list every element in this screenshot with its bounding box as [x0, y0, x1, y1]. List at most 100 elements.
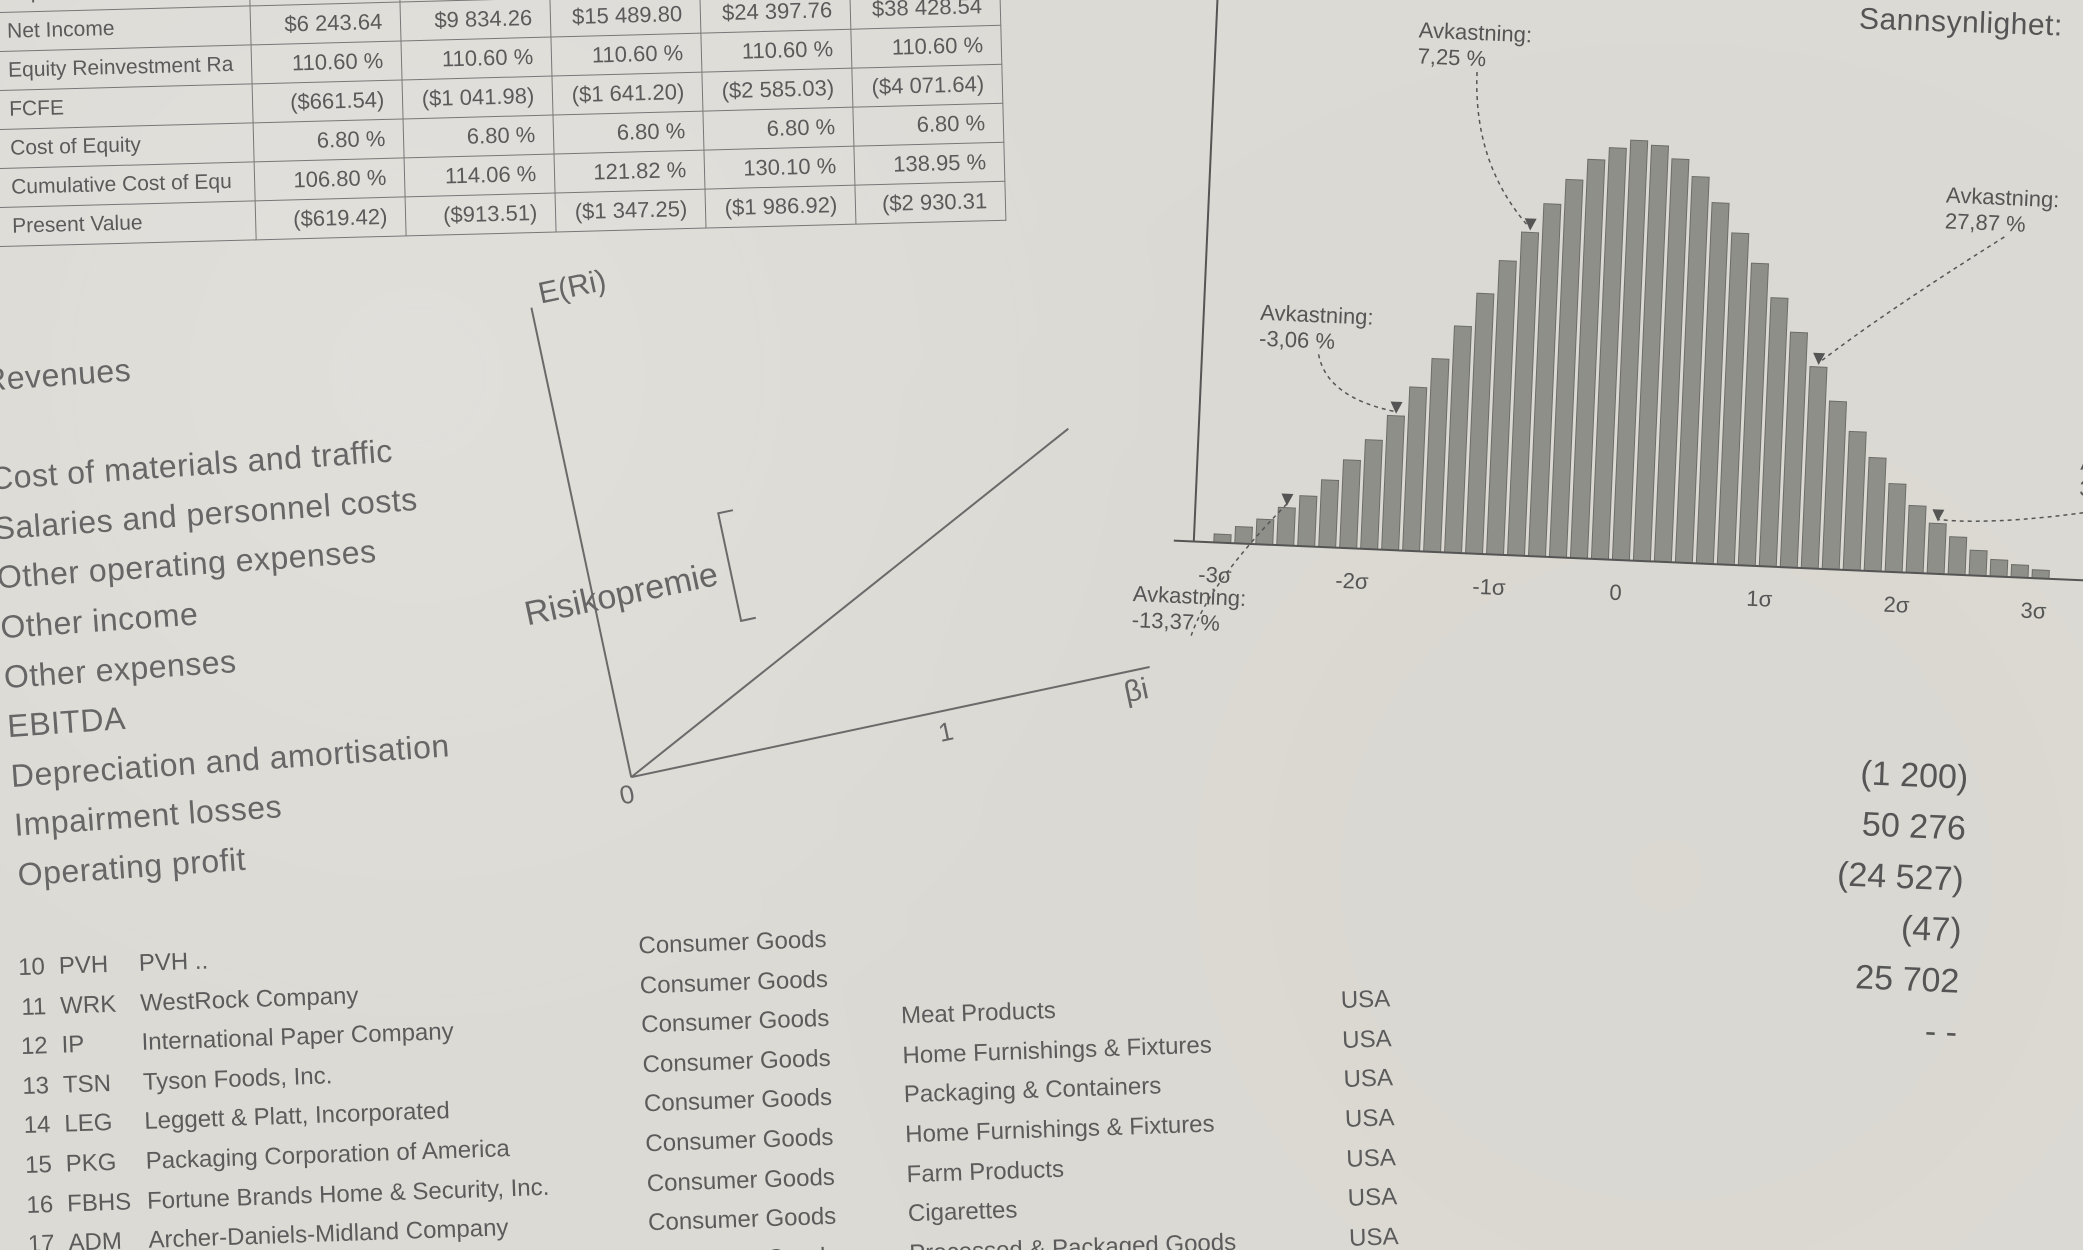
- company-ticker: FBHS: [66, 1181, 147, 1223]
- hist-bar: [1927, 523, 1946, 574]
- table-cell: ($619.42): [255, 197, 406, 240]
- company-list: 10PVHPVH ..Consumer Goods11WRKWestRock C…: [0, 899, 1430, 1250]
- hist-x-tick: 0: [1609, 580, 1622, 606]
- company-country: [1338, 926, 1418, 929]
- company-country: USA: [1347, 1176, 1428, 1218]
- table-cell: 114.06 %: [404, 154, 555, 197]
- table-cell: $38 428.54: [850, 0, 1001, 29]
- fin-table-body: Expected Growth Rate57.51 %57.51 %57.51 …: [0, 0, 1006, 247]
- hist-annotation-value: 27,87 %: [1944, 208, 2026, 236]
- table-cell: 130.10 %: [704, 146, 855, 189]
- company-industry: [900, 968, 1340, 983]
- number-line: 25 702: [1832, 951, 1961, 1007]
- company-index: 15: [1, 1145, 52, 1186]
- company-index: 12: [0, 1026, 48, 1067]
- table-cell: ($2 585.03): [702, 68, 853, 111]
- number-line: (24 527): [1836, 849, 1965, 905]
- hist-x-tick: -2σ: [1335, 568, 1370, 594]
- table-cell: ($913.51): [405, 193, 556, 236]
- number-line: (1 200): [1841, 747, 1970, 803]
- hist-bar: [1885, 484, 1906, 573]
- company-index: 11: [0, 986, 47, 1027]
- hist-annotation-value: -13,37 %: [1131, 607, 1220, 636]
- company-index: 14: [0, 1105, 51, 1146]
- number-line: - -: [1830, 1002, 1959, 1058]
- table-cell: 6.80 %: [853, 103, 1004, 146]
- table-cell: 110.60 %: [551, 33, 702, 76]
- company-country: USA: [1348, 1215, 1429, 1250]
- table-cell: 106.80 %: [254, 158, 405, 201]
- expense-list: Revenues Cost of materials and trafficSa…: [0, 325, 458, 900]
- company-ticker: IP: [61, 1023, 142, 1065]
- capm-y-label: E(Ri): [535, 264, 609, 310]
- hist-bar: [1319, 480, 1339, 548]
- table-cell: $24 397.76: [700, 0, 851, 33]
- hist-annotation-value: -3,06 %: [1259, 326, 1336, 354]
- hist-x-tick: 3σ: [2020, 598, 2047, 624]
- capm-risikopremie: Risikopremie: [521, 555, 721, 633]
- company-ticker: WRK: [60, 983, 141, 1025]
- hist-bar: [1403, 387, 1427, 551]
- company-country: USA: [1340, 978, 1421, 1020]
- hist-annotation-value: 7,25 %: [1417, 43, 1487, 71]
- hist-bar: [1340, 460, 1361, 549]
- hist-x-tick: 1σ: [1746, 586, 1773, 612]
- table-cell: 110.60 %: [251, 41, 402, 84]
- table-cell: 138.95 %: [854, 142, 1005, 185]
- number-line: 50 276: [1839, 798, 1968, 854]
- company-ticker: TSN: [62, 1062, 143, 1104]
- table-cell: ($661.54): [252, 80, 403, 123]
- number-line: (47): [1834, 900, 1963, 956]
- hist-annotation-leader: [1316, 354, 1398, 411]
- sannsynlighet-header: Sannsynlighet:: [1859, 2, 2064, 43]
- table-cell: ($4 071.64): [852, 64, 1003, 107]
- hist-x-tick: -1σ: [1472, 574, 1507, 600]
- hist-annotation-leader: [1819, 229, 2005, 371]
- hist-bar: [2011, 565, 2029, 578]
- company-ticker: PVH: [58, 944, 139, 986]
- table-cell: 110.60 %: [851, 25, 1002, 68]
- hist-x-tick: 2σ: [1883, 592, 1910, 618]
- hist-bar: [1969, 550, 1987, 576]
- row-label: Present Value: [0, 201, 256, 247]
- company-industry: [899, 929, 1339, 944]
- table-cell: ($1 347.25): [555, 189, 706, 232]
- table-cell: 121.82 %: [554, 150, 705, 193]
- company-country: USA: [1342, 1018, 1423, 1060]
- hist-bar: [1382, 415, 1405, 550]
- hist-annotation-label: Avkastning:: [1132, 581, 1246, 611]
- table-cell: 6.80 %: [403, 115, 554, 158]
- hist-annotation-value: 38,18: [2079, 476, 2083, 503]
- company-index: 17: [4, 1224, 55, 1250]
- hist-bar: [1843, 431, 1866, 570]
- company-country: [1340, 965, 1420, 968]
- company-ticker: LEG: [64, 1102, 145, 1144]
- hist-bar: [1298, 496, 1317, 547]
- table-cell: 110.60 %: [701, 29, 852, 72]
- hist-annotation-label: Avkastning:: [1946, 182, 2060, 212]
- hist-annotation-leader: [1938, 496, 2083, 529]
- company-country: USA: [1343, 1057, 1424, 1099]
- table-cell: 6.80 %: [553, 111, 704, 154]
- hist-bar: [1361, 440, 1383, 550]
- company-country: USA: [1344, 1097, 1425, 1139]
- hist-bar: [1906, 505, 1926, 573]
- right-number-column: (1 200)50 276(24 527)(47)25 702- -: [1830, 747, 1970, 1058]
- company-index: 16: [3, 1184, 54, 1225]
- financial-projection-table: Expected Growth Rate57.51 %57.51 %57.51 …: [0, 0, 1007, 247]
- table-cell: 6.80 %: [703, 107, 854, 150]
- table-cell: 6.80 %: [253, 119, 404, 162]
- hist-annotation-label: Avkastning:: [1260, 300, 1374, 330]
- capm-diagram: E(Ri) βi 0 1 Risikopremie: [469, 172, 1192, 849]
- hist-annotation-leader: [1470, 72, 1537, 228]
- hist-bar: [1864, 457, 1886, 571]
- company-ticker: ADM: [68, 1221, 149, 1250]
- table-cell: $6 243.64: [250, 2, 401, 45]
- capm-x-tick: 1: [936, 716, 956, 748]
- hist-bar: [1822, 401, 1846, 570]
- table-cell: $15 489.80: [550, 0, 701, 37]
- capm-origin: 0: [617, 778, 637, 810]
- company-ticker: PKG: [65, 1141, 146, 1183]
- table-cell: ($1 641.20): [552, 72, 703, 115]
- hist-bar: [1948, 537, 1967, 576]
